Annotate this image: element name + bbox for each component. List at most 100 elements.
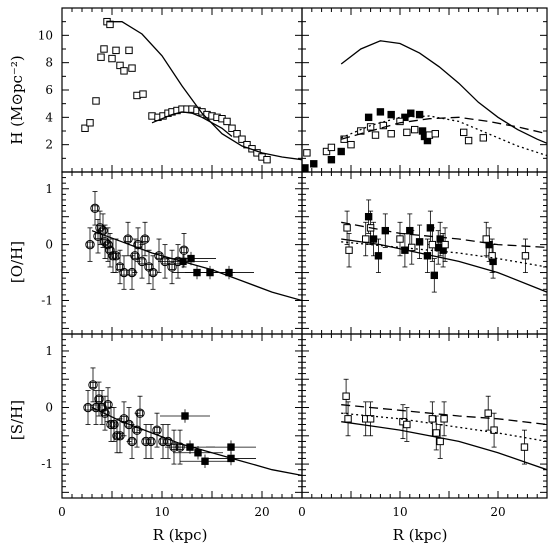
data-marker-open-square — [81, 124, 89, 132]
data-marker-open-square — [484, 409, 492, 417]
data-marker-open-square — [396, 235, 404, 243]
panel-frame — [301, 7, 548, 173]
data-marker-filled-square — [369, 235, 378, 243]
data-marker-open-square — [403, 420, 411, 429]
data-marker-open-square — [428, 240, 437, 249]
data-marker-square — [146, 264, 152, 270]
data-marker-circle — [105, 245, 115, 255]
data-marker-open-square — [366, 123, 375, 131]
data-layer — [341, 199, 547, 293]
data-marker-square — [87, 241, 93, 248]
panel-SH-right: 0 10 20 — [298, 333, 548, 519]
data-marker-open-square — [116, 61, 124, 70]
series-line — [107, 21, 302, 161]
data-marker-square — [139, 258, 145, 265]
data-marker-square — [154, 427, 160, 434]
data-marker-square — [181, 247, 187, 254]
series-line — [91, 406, 302, 477]
data-marker-open-square — [490, 426, 498, 434]
y-axis-title-h: H (M⊙pc⁻²) — [8, 55, 26, 144]
data-marker-circle — [179, 245, 189, 255]
data-marker-circle — [146, 436, 156, 447]
data-marker-open-square — [428, 415, 437, 423]
data-marker-open-square — [411, 125, 419, 134]
data-marker-open-square — [128, 64, 136, 72]
y-tick-label: 8 — [45, 56, 53, 70]
series-line — [91, 230, 302, 302]
data-marker-open-square — [228, 124, 236, 132]
data-marker-open-square — [362, 235, 370, 243]
y-axis-title-sh: [S/H] — [8, 400, 26, 440]
data-marker-square — [114, 432, 120, 439]
panel-frame — [61, 7, 303, 173]
series-line — [341, 421, 547, 471]
panel-H-right — [301, 7, 548, 173]
data-marker-filled-square — [374, 252, 383, 260]
data-marker-open-square — [133, 91, 141, 100]
data-marker-square — [96, 396, 102, 402]
data-layer — [81, 17, 302, 164]
data-marker-open-square — [488, 252, 496, 260]
data-marker-open-square — [431, 130, 439, 138]
data-marker-square — [132, 252, 138, 259]
data-marker-square — [150, 269, 156, 276]
data-marker-open-square — [441, 240, 449, 249]
series-line — [340, 40, 547, 144]
data-marker-circle — [91, 402, 101, 413]
data-marker-open-square — [464, 136, 473, 145]
data-marker-open-square — [327, 143, 336, 152]
panel-frame — [301, 333, 548, 499]
data-marker-open-square — [97, 53, 105, 61]
data-marker-open-square — [460, 128, 468, 137]
data-marker-open-square — [342, 392, 350, 400]
data-marker-filled-square — [387, 110, 395, 119]
data-marker-circle — [85, 239, 95, 250]
data-layer — [341, 378, 547, 471]
data-layer — [302, 40, 547, 172]
y-tick-label: 1 — [45, 182, 53, 196]
y-tick-label: 0 — [45, 401, 53, 415]
y-tick-label: 2 — [45, 138, 53, 152]
data-marker-filled-square — [376, 108, 385, 116]
data-marker-circle — [137, 256, 147, 267]
data-marker-square — [95, 233, 101, 240]
data-marker-square — [125, 236, 131, 242]
y-tick-label: 1 — [45, 344, 53, 358]
data-marker-square — [108, 421, 114, 428]
series-line — [151, 111, 233, 138]
series-line — [341, 116, 547, 140]
panel-OH-left: -1 0 1 — [41, 171, 303, 335]
data-marker-filled-square — [201, 457, 209, 465]
data-marker-square — [121, 269, 127, 276]
data-marker-open-square — [344, 415, 352, 423]
data-marker-filled-square — [194, 449, 202, 457]
data-marker-circle — [90, 203, 100, 214]
data-marker-filled-square — [310, 160, 318, 168]
data-marker-open-square — [148, 112, 156, 120]
data-marker-circle — [112, 431, 122, 441]
data-marker-open-square — [520, 443, 529, 451]
x-tick-label: 0 — [298, 505, 306, 519]
data-marker-circle — [88, 380, 98, 390]
data-marker-circle — [108, 251, 118, 261]
data-layer — [85, 191, 302, 302]
panel-OH-right — [301, 171, 548, 335]
data-marker-open-square — [396, 117, 404, 126]
x-axis-title-left: R (kpc) — [153, 526, 208, 544]
data-marker-open-square — [322, 147, 331, 156]
data-marker-square — [169, 264, 175, 270]
data-marker-square — [117, 264, 123, 270]
series-line — [341, 221, 547, 249]
x-tick-label: 10 — [154, 505, 169, 519]
y-tick-label: 6 — [45, 83, 53, 97]
data-marker-filled-square — [407, 109, 415, 117]
data-marker-open-square — [379, 121, 388, 130]
y-tick-label: 4 — [45, 110, 53, 124]
data-marker-filled-square — [327, 156, 336, 164]
data-marker-open-square — [139, 90, 147, 98]
data-marker-circle — [130, 251, 140, 261]
data-marker-filled-square — [227, 443, 235, 451]
x-tick-label: 10 — [392, 505, 407, 519]
data-marker-circle — [100, 408, 110, 418]
